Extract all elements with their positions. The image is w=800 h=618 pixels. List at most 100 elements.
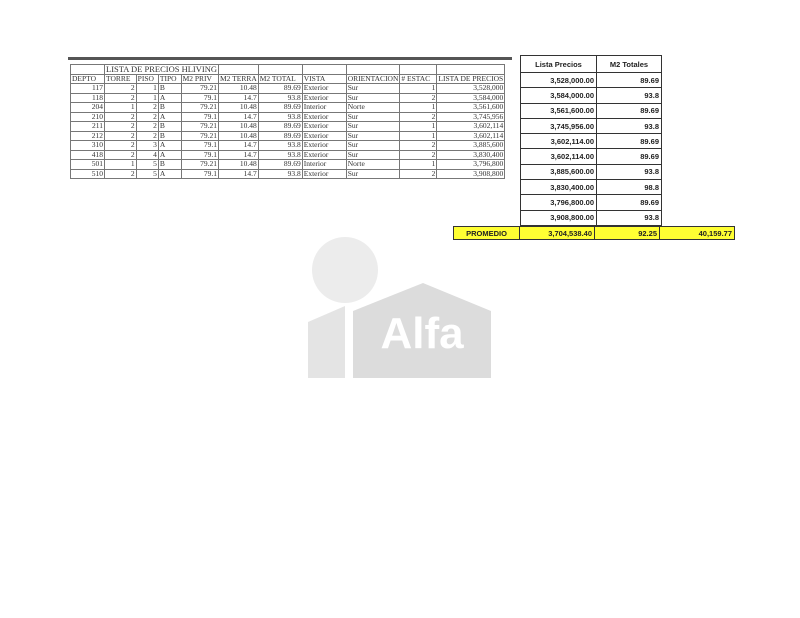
- summary-row: 3,584,000.00 93.8: [520, 87, 662, 104]
- summary-table: Lista Precios M2 Totales 3,528,000.00 89.…: [520, 55, 662, 226]
- table-cell: 2: [399, 168, 438, 179]
- table-cell: 14.7: [218, 149, 259, 160]
- table-title: LISTA DE PRECIOS HLIVING: [104, 64, 219, 75]
- column-header: PISO: [135, 73, 159, 84]
- precio-cell: 3,745,956.00: [520, 117, 597, 135]
- table-cell: 2: [104, 83, 137, 94]
- promedio-precio: 3,704,538.40: [519, 226, 595, 240]
- precio-cell: 3,602,114.00: [520, 133, 597, 150]
- column-header: # ESTAC: [399, 73, 438, 84]
- table-cell: 501: [70, 159, 105, 170]
- summary-row: 3,602,114.00 89.69: [520, 148, 662, 165]
- table-cell: 2: [399, 149, 438, 160]
- table-cell: 14.7: [218, 168, 259, 179]
- table-cell: 89.69: [257, 121, 303, 132]
- promedio-m2: 92.25: [594, 226, 660, 240]
- table-cell: 3,796,800: [436, 159, 506, 170]
- table-cell: 1: [135, 83, 159, 94]
- m2-cell: 89.69: [596, 148, 662, 165]
- table-cell: 3,745,956: [436, 111, 506, 122]
- table-row: 212 2 2 B 79.21 10.48 89.69 Exterior Sur 1 3,602,1…: [70, 130, 506, 141]
- table-cell: Sur: [345, 168, 401, 179]
- table-row: 204 1 2 B 79.21 10.48 89.69 Interior Norte 1 3,561…: [70, 102, 506, 113]
- title-row: LISTA DE PRECIOS HLIVING: [70, 64, 506, 75]
- table-cell: 93.8: [257, 168, 303, 179]
- table-cell: 89.69: [257, 159, 303, 170]
- table-cell: 93.8: [257, 92, 303, 103]
- svg-text:Alfa: Alfa: [380, 309, 464, 358]
- table-cell: 3,602,114: [436, 130, 506, 141]
- table-cell: 79.1: [180, 149, 220, 160]
- table-cell: 10.48: [218, 102, 259, 113]
- table-cell: 5: [135, 168, 159, 179]
- table-cell: 79.21: [180, 83, 220, 94]
- table-cell: 1: [104, 159, 137, 170]
- summary-row: 3,885,600.00 93.8: [520, 163, 662, 181]
- precio-cell: 3,796,800.00: [520, 194, 597, 211]
- summary-row: 3,561,600.00 89.69: [520, 102, 662, 119]
- column-header: TORRE: [104, 73, 137, 84]
- table-row: 117 2 1 B 79.21 10.48 89.69 Exterior Sur 1 3,528,0…: [70, 83, 506, 94]
- column-header: M2 TERRA: [218, 73, 259, 84]
- table-cell: 79.21: [180, 102, 220, 113]
- table-cell: 1: [399, 121, 438, 132]
- table-cell: A: [157, 111, 182, 122]
- table-cell: 89.69: [257, 102, 303, 113]
- table-cell: 93.8: [257, 111, 303, 122]
- table-cell: Interior: [301, 159, 347, 170]
- table-row: 210 2 2 A 79.1 14.7 93.8 Exterior Sur 2 3,745,956: [70, 111, 506, 122]
- table-row: 418 2 4 A 79.1 14.7 93.8 Exterior Sur 2 3,830,400: [70, 149, 506, 160]
- precio-cell: 3,908,800.00: [520, 209, 597, 226]
- table-cell: 418: [70, 149, 105, 160]
- promedio-precio-m2: 40,159.77: [659, 226, 735, 240]
- table-cell: 210: [70, 111, 105, 122]
- table-cell: B: [157, 159, 182, 170]
- table-cell: 2: [135, 102, 159, 113]
- summary-row: 3,796,800.00 89.69: [520, 194, 662, 211]
- table-cell: 79.1: [180, 111, 220, 122]
- summary-header: Lista Precios M2 Totales: [520, 55, 662, 73]
- table-cell: 14.7: [218, 111, 259, 122]
- table-cell: Exterior: [301, 140, 347, 151]
- table-cell: 2: [135, 111, 159, 122]
- alfa-logo-icon: Alfa: [308, 237, 491, 378]
- table-cell: Exterior: [301, 121, 347, 132]
- header-m2-totales: M2 Totales: [596, 55, 662, 73]
- table-cell: 4: [135, 149, 159, 160]
- m2-cell: 89.69: [596, 133, 662, 150]
- table-cell: Exterior: [301, 83, 347, 94]
- table-row: 510 2 5 A 79.1 14.7 93.8 Exterior Sur 2 3,908,800: [70, 168, 506, 179]
- table-cell: 3,885,600: [436, 140, 506, 151]
- table-cell: A: [157, 168, 182, 179]
- column-header: VISTA: [301, 73, 347, 84]
- table-cell: Exterior: [301, 168, 347, 179]
- precio-cell: 3,830,400.00: [520, 179, 597, 196]
- summary-row: 3,745,956.00 93.8: [520, 117, 662, 135]
- m2-cell: 93.8: [596, 117, 662, 135]
- table-cell: 3,602,114: [436, 121, 506, 132]
- column-header: M2 TOTAL: [257, 73, 303, 84]
- table-cell: 212: [70, 130, 105, 141]
- precio-cell: 3,584,000.00: [520, 87, 597, 104]
- table-cell: 2: [104, 121, 137, 132]
- table-cell: 89.69: [257, 83, 303, 94]
- table-cell: 2: [104, 92, 137, 103]
- precio-cell: 3,528,000.00: [520, 71, 597, 89]
- m2-cell: 93.8: [596, 209, 662, 226]
- table-cell: 3,908,800: [436, 168, 506, 179]
- table-cell: 79.1: [180, 92, 220, 103]
- table-cell: 93.8: [257, 140, 303, 151]
- table-cell: 5: [135, 159, 159, 170]
- table-cell: B: [157, 83, 182, 94]
- table-cell: 211: [70, 121, 105, 132]
- table-cell: 2: [135, 130, 159, 141]
- table-cell: Sur: [345, 130, 401, 141]
- table-cell: Sur: [345, 121, 401, 132]
- column-header: M2 PRIV: [180, 73, 220, 84]
- table-cell: A: [157, 92, 182, 103]
- table-cell: 2: [399, 140, 438, 151]
- table-cell: 3,561,600: [436, 102, 506, 113]
- table-cell: 2: [399, 92, 438, 103]
- table-cell: 79.1: [180, 140, 220, 151]
- column-header: DEPTO: [70, 73, 105, 84]
